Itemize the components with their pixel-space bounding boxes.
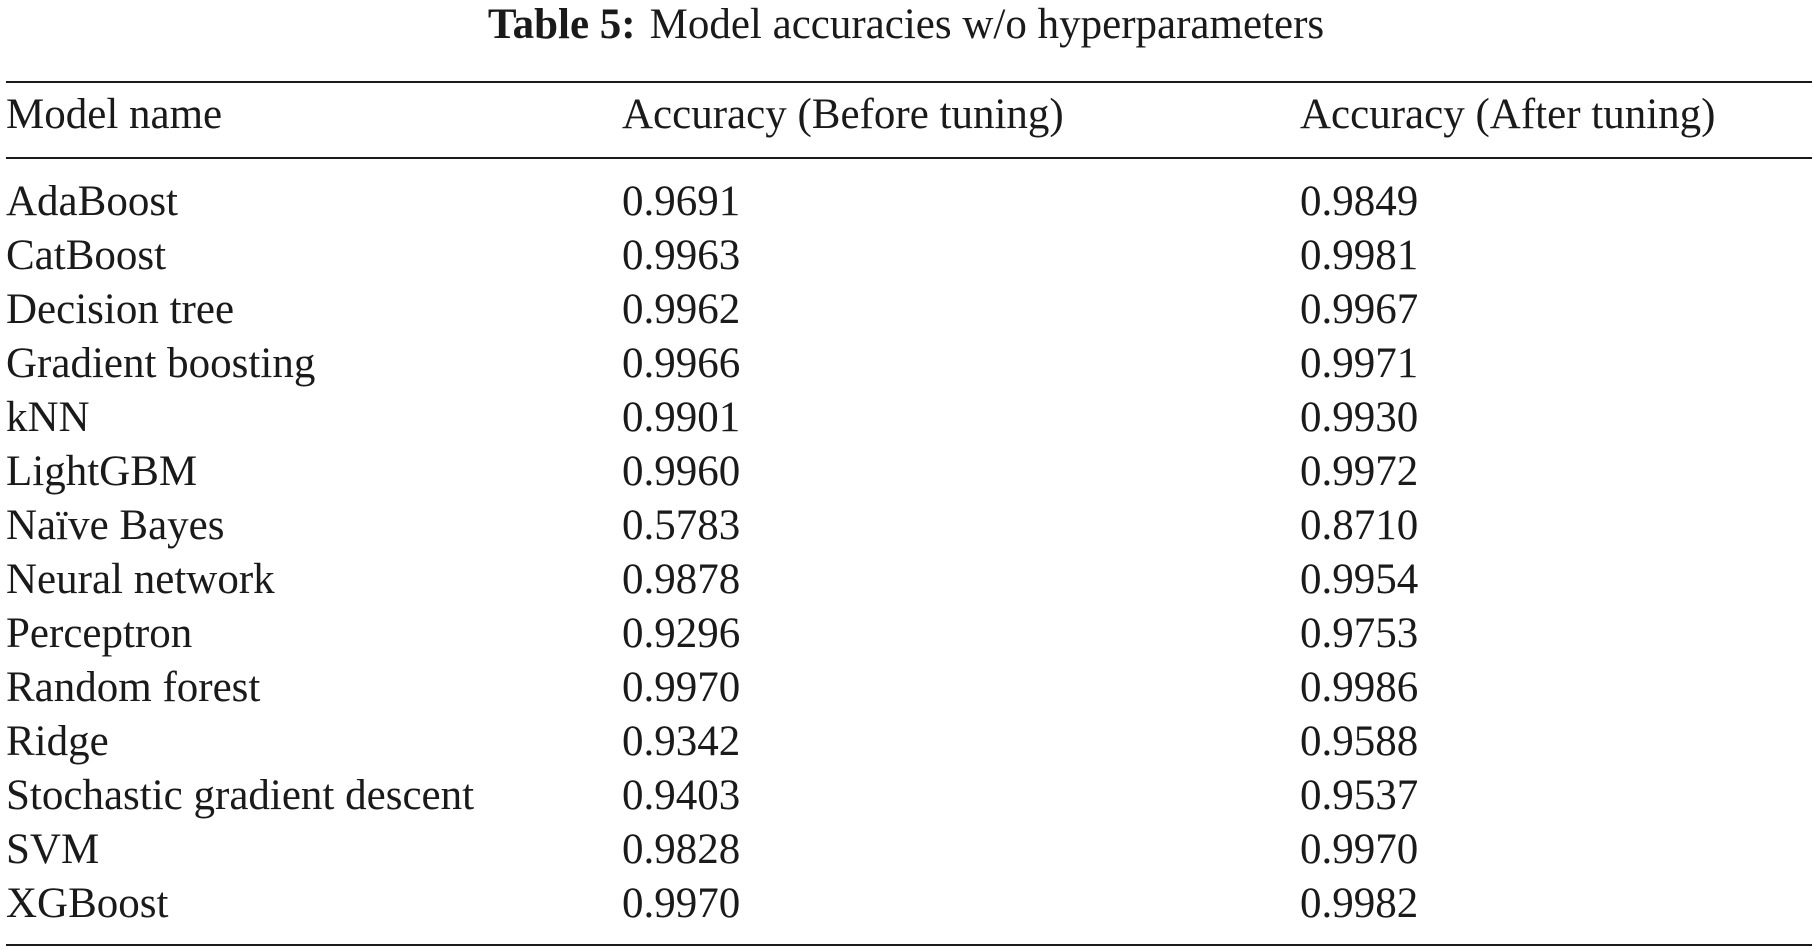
cell-model-name: AdaBoost bbox=[6, 178, 178, 225]
cell-model-name: Neural network bbox=[6, 556, 275, 603]
cell-model-name: CatBoost bbox=[6, 232, 167, 279]
cell-accuracy-before: 0.9963 bbox=[622, 232, 741, 279]
table-top-rule bbox=[6, 81, 1812, 83]
cell-model-name: XGBoost bbox=[6, 880, 169, 927]
table-caption-text: Model accuracies w/o hyperparameters bbox=[649, 1, 1325, 48]
table-row: Naïve Bayes 0.5783 0.8710 bbox=[0, 499, 1812, 553]
table-bottom-rule bbox=[6, 944, 1812, 946]
cell-accuracy-after: 0.9972 bbox=[1300, 448, 1419, 495]
cell-accuracy-before: 0.9901 bbox=[622, 394, 741, 441]
cell-model-name: Stochastic gradient descent bbox=[6, 772, 475, 819]
cell-accuracy-after: 0.9753 bbox=[1300, 610, 1419, 657]
cell-model-name: Decision tree bbox=[6, 286, 235, 333]
cell-accuracy-after: 0.9982 bbox=[1300, 880, 1419, 927]
cell-accuracy-before: 0.5783 bbox=[622, 502, 741, 549]
table-row: kNN 0.9901 0.9930 bbox=[0, 391, 1812, 445]
cell-accuracy-after: 0.9967 bbox=[1300, 286, 1419, 333]
table-row: AdaBoost 0.9691 0.9849 bbox=[0, 175, 1812, 229]
cell-accuracy-after: 0.8710 bbox=[1300, 502, 1419, 549]
cell-accuracy-after: 0.9970 bbox=[1300, 826, 1419, 873]
cell-accuracy-after: 0.9971 bbox=[1300, 340, 1419, 387]
cell-accuracy-before: 0.9403 bbox=[622, 772, 741, 819]
table-row: Perceptron 0.9296 0.9753 bbox=[0, 607, 1812, 661]
table-caption: Table 5: Model accuracies w/o hyperparame… bbox=[0, 0, 1812, 54]
table-row: CatBoost 0.9963 0.9981 bbox=[0, 229, 1812, 283]
table-row: XGBoost 0.9970 0.9982 bbox=[0, 877, 1812, 931]
cell-accuracy-after: 0.9954 bbox=[1300, 556, 1419, 603]
cell-model-name: Ridge bbox=[6, 718, 109, 765]
cell-accuracy-before: 0.9960 bbox=[622, 448, 741, 495]
cell-accuracy-after: 0.9537 bbox=[1300, 772, 1419, 819]
table-caption-label: Table 5: bbox=[487, 1, 636, 48]
cell-model-name: LightGBM bbox=[6, 448, 198, 495]
table-header-rule bbox=[6, 157, 1812, 159]
table-row: Decision tree 0.9962 0.9967 bbox=[0, 283, 1812, 337]
table-row: Random forest 0.9970 0.9986 bbox=[0, 661, 1812, 715]
cell-model-name: SVM bbox=[6, 826, 100, 873]
table-row: Ridge 0.9342 0.9588 bbox=[0, 715, 1812, 769]
cell-accuracy-before: 0.9970 bbox=[622, 664, 741, 711]
table-row: SVM 0.9828 0.9970 bbox=[0, 823, 1812, 877]
cell-accuracy-before: 0.9691 bbox=[622, 178, 741, 225]
cell-accuracy-after: 0.9930 bbox=[1300, 394, 1419, 441]
table-row: Gradient boosting 0.9966 0.9971 bbox=[0, 337, 1812, 391]
cell-accuracy-before: 0.9828 bbox=[622, 826, 741, 873]
cell-accuracy-before: 0.9966 bbox=[622, 340, 741, 387]
column-header-model-name: Model name bbox=[6, 91, 223, 138]
cell-model-name: Perceptron bbox=[6, 610, 193, 657]
column-header-accuracy-after: Accuracy (After tuning) bbox=[1300, 91, 1716, 138]
cell-accuracy-after: 0.9849 bbox=[1300, 178, 1419, 225]
cell-accuracy-before: 0.9970 bbox=[622, 880, 741, 927]
cell-accuracy-before: 0.9342 bbox=[622, 718, 741, 765]
cell-model-name: Gradient boosting bbox=[6, 340, 316, 387]
table-header-row: Model name Accuracy (Before tuning) Accu… bbox=[0, 88, 1812, 142]
cell-accuracy-before: 0.9296 bbox=[622, 610, 741, 657]
cell-model-name: Random forest bbox=[6, 664, 261, 711]
table-row: Stochastic gradient descent 0.9403 0.9537 bbox=[0, 769, 1812, 823]
cell-accuracy-before: 0.9878 bbox=[622, 556, 741, 603]
cell-accuracy-after: 0.9981 bbox=[1300, 232, 1419, 279]
table-row: Neural network 0.9878 0.9954 bbox=[0, 553, 1812, 607]
cell-accuracy-after: 0.9986 bbox=[1300, 664, 1419, 711]
cell-model-name: Naïve Bayes bbox=[6, 502, 225, 549]
cell-accuracy-before: 0.9962 bbox=[622, 286, 741, 333]
cell-accuracy-after: 0.9588 bbox=[1300, 718, 1419, 765]
table-row: LightGBM 0.9960 0.9972 bbox=[0, 445, 1812, 499]
cell-model-name: kNN bbox=[6, 394, 90, 441]
column-header-accuracy-before: Accuracy (Before tuning) bbox=[622, 91, 1064, 138]
